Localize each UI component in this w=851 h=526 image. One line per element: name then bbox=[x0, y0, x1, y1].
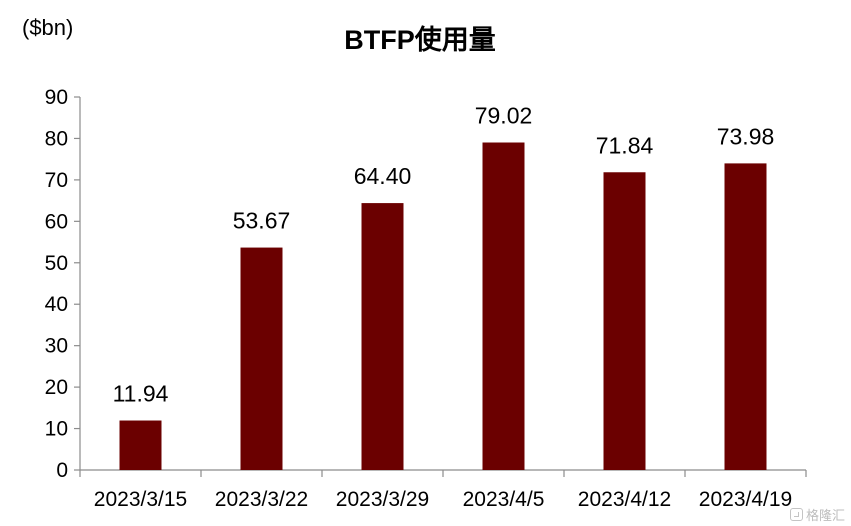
y-tick-label: 70 bbox=[45, 169, 68, 192]
y-tick-label: 0 bbox=[56, 459, 68, 482]
bar bbox=[240, 247, 283, 470]
bar-value-label: 64.40 bbox=[354, 163, 412, 189]
y-tick-label: 30 bbox=[45, 335, 68, 358]
y-tick-label: 50 bbox=[45, 252, 68, 275]
watermark: 格隆汇 bbox=[789, 505, 845, 524]
bar bbox=[361, 203, 404, 470]
x-tick-label: 2023/4/5 bbox=[463, 488, 545, 511]
x-tick-label: 2023/4/12 bbox=[578, 488, 671, 511]
y-tick-label: 60 bbox=[45, 210, 68, 233]
bar-value-label: 71.84 bbox=[596, 132, 654, 158]
y-axis-unit-label: ($bn) bbox=[22, 15, 73, 40]
bar bbox=[603, 172, 646, 470]
bar-value-label: 11.94 bbox=[113, 381, 169, 407]
x-axis: 2023/3/15 2023/3/22 2023/3/29 2023/4/5 2023/… bbox=[79, 469, 807, 511]
y-tick-label: 10 bbox=[45, 418, 68, 441]
bar-value-label: 73.98 bbox=[717, 123, 775, 149]
bar bbox=[482, 142, 525, 471]
watermark-text: 格隆汇 bbox=[805, 509, 845, 524]
y-tick-label: 20 bbox=[45, 376, 68, 399]
bar bbox=[724, 163, 767, 471]
data-labels: 11.94 53.67 64.40 79.02 71.84 73.98 bbox=[113, 103, 775, 407]
y-tick-label: 80 bbox=[45, 127, 68, 150]
x-tick-label: 2023/3/15 bbox=[94, 488, 187, 511]
y-axis: 0 10 20 30 40 50 60 70 80 90 bbox=[45, 86, 81, 482]
chart-title: BTFP使用量 bbox=[344, 25, 496, 55]
bar-value-label: 53.67 bbox=[233, 208, 291, 234]
watermark-logo-icon bbox=[789, 508, 803, 521]
bar bbox=[119, 420, 162, 470]
bar-series bbox=[119, 142, 767, 471]
x-tick-label: 2023/3/22 bbox=[215, 488, 308, 511]
x-tick-label: 2023/4/19 bbox=[699, 488, 792, 511]
y-tick-label: 40 bbox=[45, 293, 68, 316]
x-tick-label: 2023/3/29 bbox=[336, 488, 429, 511]
y-tick-label: 90 bbox=[45, 86, 68, 109]
bar-value-label: 79.02 bbox=[475, 103, 533, 129]
